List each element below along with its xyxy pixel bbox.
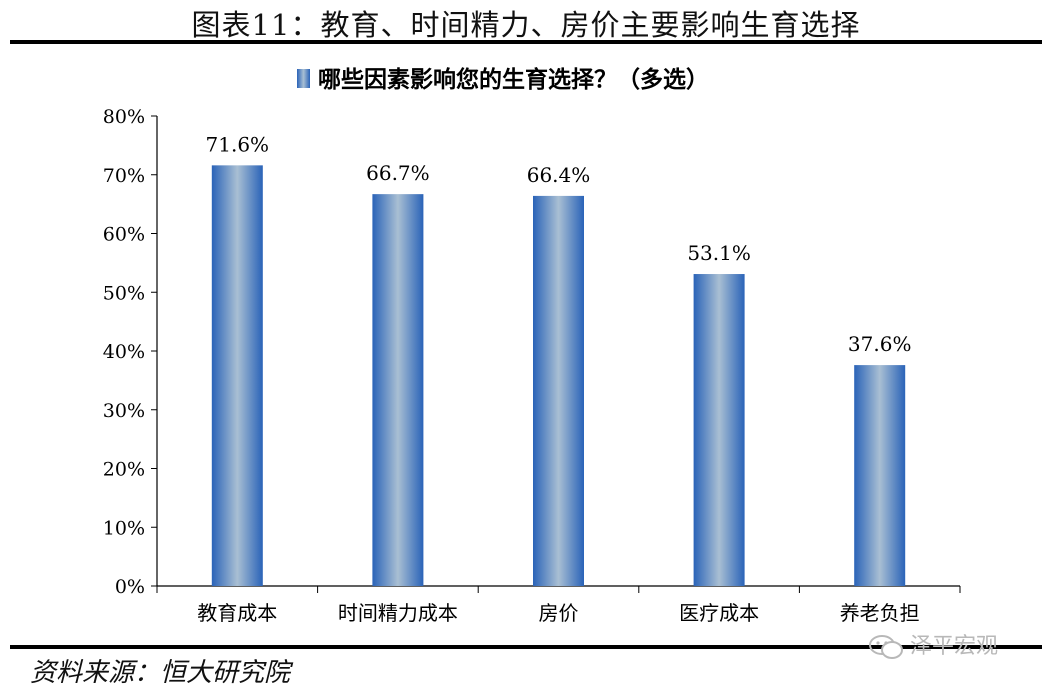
legend-swatch bbox=[297, 69, 310, 88]
y-tick-label: 70% bbox=[103, 165, 145, 187]
bottom-rule bbox=[10, 645, 1042, 649]
x-tick-label: 时间精力成本 bbox=[338, 601, 458, 625]
bar-chart: 哪些因素影响您的生育选择？（多选） 0% 10% 20% 30% 40% 50% 60% 70… bbox=[103, 66, 961, 625]
data-label: 71.6% bbox=[206, 132, 270, 156]
watermark: 泽平宏观 bbox=[868, 628, 998, 660]
x-tick-label: 医疗成本 bbox=[679, 601, 759, 625]
x-tick-label: 教育成本 bbox=[197, 601, 277, 625]
y-tick-label: 60% bbox=[103, 224, 145, 246]
y-tick-label: 30% bbox=[103, 400, 145, 422]
bar bbox=[533, 195, 584, 586]
chart-legend: 哪些因素影响您的生育选择？（多选） bbox=[297, 66, 709, 93]
bar bbox=[854, 365, 906, 586]
top-rule bbox=[10, 40, 1042, 44]
y-tick-label: 10% bbox=[103, 517, 145, 539]
x-tick-label: 房价 bbox=[539, 601, 579, 625]
wechat-icon bbox=[869, 635, 903, 659]
y-tick-label: 40% bbox=[103, 341, 145, 363]
y-tick-label: 20% bbox=[103, 459, 145, 481]
y-tick-label: 0% bbox=[115, 576, 145, 598]
bar bbox=[372, 194, 424, 586]
bar bbox=[211, 165, 263, 586]
figure-title: 图表11：教育、时间精力、房价主要影响生育选择 bbox=[191, 8, 861, 42]
data-label: 66.4% bbox=[527, 163, 591, 187]
data-label: 53.1% bbox=[687, 241, 751, 265]
watermark-text: 泽平宏观 bbox=[910, 634, 999, 659]
data-label: 66.7% bbox=[366, 161, 430, 185]
source-note: 资料来源：恒大研究院 bbox=[30, 658, 291, 688]
y-tick-label: 50% bbox=[103, 282, 145, 304]
data-label: 37.6% bbox=[848, 332, 912, 356]
legend-label: 哪些因素影响您的生育选择？（多选） bbox=[318, 66, 709, 93]
y-tick-label: 80% bbox=[103, 106, 145, 128]
bar bbox=[693, 274, 745, 586]
x-tick-label: 养老负担 bbox=[840, 601, 920, 625]
